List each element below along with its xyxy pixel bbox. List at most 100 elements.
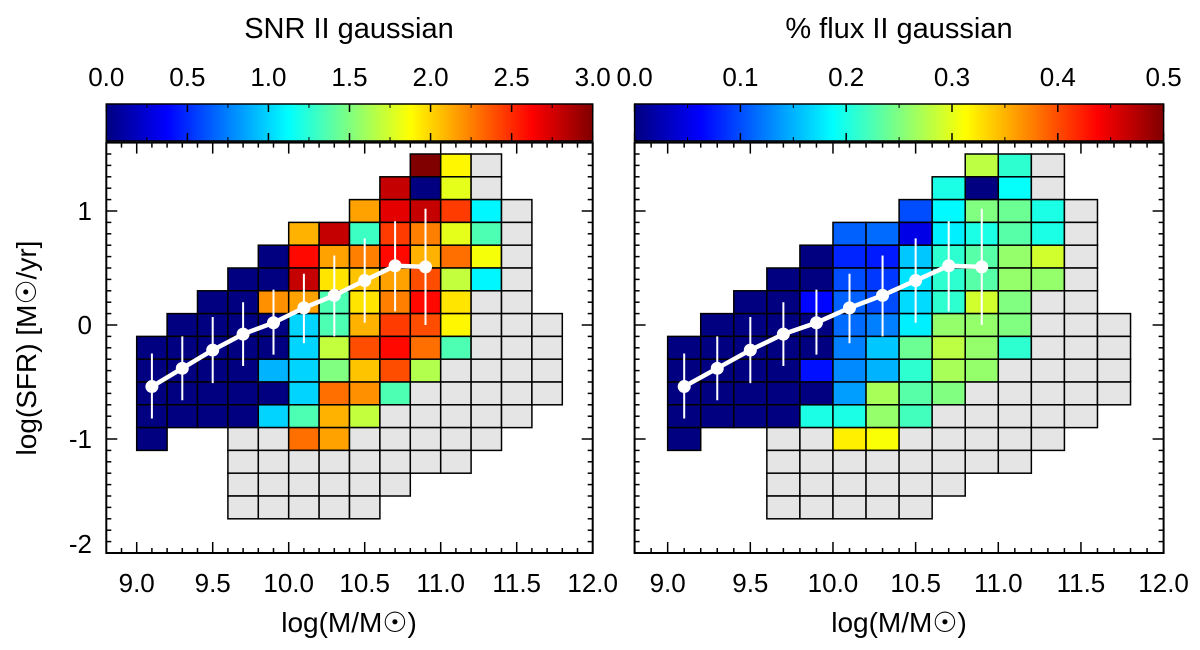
heatmap-cell bbox=[766, 381, 801, 406]
heatmap-cell bbox=[227, 404, 260, 429]
heatmap-cell bbox=[439, 267, 472, 292]
median-point bbox=[388, 259, 402, 273]
heatmap-cell bbox=[439, 198, 472, 224]
heatmap-cell bbox=[470, 153, 503, 178]
heatmap-cell bbox=[832, 472, 867, 497]
colorbar-tick-label: 0.1 bbox=[722, 62, 758, 92]
median-point bbox=[206, 343, 220, 357]
panel-title: SNR II gaussian bbox=[244, 13, 454, 45]
heatmap-cell bbox=[1096, 381, 1132, 406]
median-point bbox=[710, 361, 724, 375]
heatmap-cell bbox=[898, 358, 933, 383]
heatmap-cell bbox=[865, 472, 900, 497]
heatmap-cell bbox=[257, 426, 290, 452]
heatmap-cell bbox=[865, 381, 900, 406]
y-tick-label: -1 bbox=[69, 424, 92, 454]
heatmap-cell bbox=[379, 381, 412, 406]
heatmap-cell bbox=[931, 472, 966, 497]
heatmap-cell bbox=[799, 244, 834, 269]
panel-flux: % flux II gaussian log(M/M☉) 0.0 0.1 0.2 0.… bbox=[617, 13, 1189, 638]
heatmap-cell bbox=[470, 176, 503, 201]
heatmap-cell bbox=[227, 449, 260, 474]
heatmap-cell bbox=[379, 449, 412, 474]
heatmap-cell bbox=[997, 290, 1033, 315]
heatmap-cell bbox=[531, 312, 564, 338]
heatmap-cell bbox=[799, 495, 834, 520]
heatmap-cell bbox=[379, 312, 412, 338]
heatmap-cell bbox=[898, 381, 933, 406]
heatmap-cell bbox=[470, 290, 503, 315]
heatmap-cell bbox=[227, 426, 260, 452]
heatmap-cell bbox=[931, 176, 966, 201]
colorbar-tick-label: 1.0 bbox=[250, 62, 286, 92]
axes: 9.0 9.5 10.0 10.5 11.0 11.5 12.0 bbox=[633, 141, 1189, 598]
heatmap-cell bbox=[409, 381, 442, 406]
colorbar-tick-label: 0.0 bbox=[617, 62, 653, 92]
heatmap-cell bbox=[1030, 153, 1066, 178]
heatmap-cell bbox=[348, 495, 381, 520]
heatmap-cell bbox=[997, 176, 1033, 201]
heatmap-cell bbox=[439, 404, 472, 429]
heatmap-cell bbox=[1063, 312, 1099, 338]
heatmap-cell bbox=[227, 267, 260, 292]
heatmap-cell bbox=[318, 472, 351, 497]
heatmap-cell bbox=[409, 404, 442, 429]
median-point bbox=[358, 274, 372, 288]
heatmap-cell bbox=[379, 472, 412, 497]
heatmap-cell bbox=[500, 404, 533, 429]
heatmap-cell bbox=[318, 381, 351, 406]
heatmap-cell bbox=[287, 426, 320, 452]
heatmap-cell bbox=[287, 472, 320, 497]
heatmap-cell bbox=[439, 244, 472, 269]
heatmap-cell bbox=[931, 198, 966, 224]
heatmap-cell bbox=[470, 244, 503, 269]
heatmap-cell bbox=[865, 426, 900, 452]
heatmap-cell bbox=[997, 426, 1033, 452]
colorbar-tick-label: 3.0 bbox=[575, 62, 611, 92]
heatmap-cell bbox=[531, 335, 564, 360]
heatmap-cell bbox=[1063, 267, 1099, 292]
heatmap-cell bbox=[832, 426, 867, 452]
heatmap-cell bbox=[500, 244, 533, 269]
heatmap-cell bbox=[470, 404, 503, 429]
heatmap-cell bbox=[997, 267, 1033, 292]
heatmap-cell bbox=[439, 381, 472, 406]
heatmap-cell bbox=[379, 404, 412, 429]
y-axis-label: log(SFR) [M☉/yr] bbox=[11, 241, 42, 456]
median-point bbox=[145, 380, 159, 394]
heatmap-cell bbox=[470, 335, 503, 360]
heatmap-cell bbox=[799, 449, 834, 474]
heatmap-cell bbox=[931, 335, 966, 360]
heatmap-cell bbox=[766, 495, 801, 520]
heatmap-cell bbox=[766, 404, 801, 429]
heatmap-cell bbox=[898, 426, 933, 452]
heatmap-cell bbox=[1063, 221, 1099, 246]
median-line bbox=[683, 263, 982, 389]
heatmap-cell bbox=[287, 495, 320, 520]
median-point bbox=[327, 288, 341, 302]
heatmap-cell bbox=[931, 404, 966, 429]
heatmap-cells bbox=[666, 153, 1132, 520]
heatmap-cell bbox=[318, 335, 351, 360]
heatmap-cell bbox=[348, 404, 381, 429]
median-line bbox=[150, 263, 426, 389]
heatmap-cell bbox=[348, 472, 381, 497]
heatmap-cell bbox=[1063, 358, 1099, 383]
heatmap-cell bbox=[997, 244, 1033, 269]
heatmap-cell bbox=[500, 358, 533, 383]
heatmap-cell bbox=[964, 381, 1000, 406]
heatmap-cell bbox=[318, 358, 351, 383]
heatmap-cell bbox=[500, 198, 533, 224]
x-tick-label: 9.5 bbox=[195, 568, 231, 598]
heatmap-cell bbox=[257, 495, 290, 520]
heatmap-cell bbox=[832, 404, 867, 429]
axes: 9.0 9.5 10.0 10.5 11.0 11.5 12.0 1 0 -1 -2 bbox=[69, 141, 618, 598]
heatmap-cell bbox=[964, 335, 1000, 360]
heatmap-cell bbox=[898, 198, 933, 224]
colorbar-tick-label: 1.5 bbox=[331, 62, 367, 92]
x-tick-label: 11.0 bbox=[974, 568, 1023, 598]
colorbar-tick-label: 2.5 bbox=[494, 62, 530, 92]
heatmap-cell bbox=[799, 267, 834, 292]
colorbar-tick-label: 2.0 bbox=[412, 62, 448, 92]
heatmap-cell bbox=[699, 312, 735, 338]
